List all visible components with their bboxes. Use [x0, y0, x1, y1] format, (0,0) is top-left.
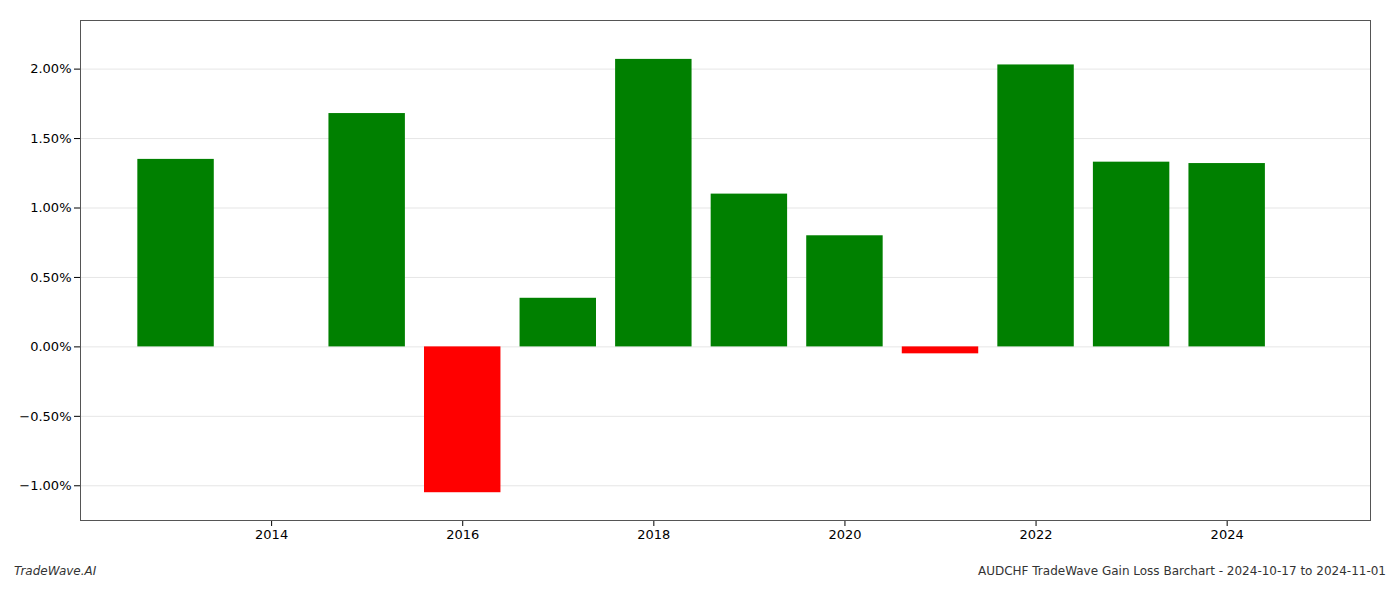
html-text:TradeWave.AI: TradeWave.AI	[14, 564, 97, 578]
svg-text:1.50%: 1.50%	[30, 131, 71, 146]
svg-text:2018: 2018	[637, 527, 670, 542]
svg-text:−1.00%: −1.00%	[19, 478, 71, 493]
html-text:AUDCHF TradeWave Gain Loss Bar: AUDCHF TradeWave Gain Loss Barchart - 20…	[977, 564, 1386, 578]
svg-text:2020: 2020	[828, 527, 861, 542]
svg-text:2022: 2022	[1020, 527, 1053, 542]
svg-text:2024: 2024	[1211, 527, 1244, 542]
svg-text:1.00%: 1.00%	[30, 200, 71, 215]
svg-text:−0.50%: −0.50%	[19, 408, 71, 423]
svg-text:0.00%: 0.00%	[30, 339, 71, 354]
svg-text:2.00%: 2.00%	[30, 61, 71, 76]
svg-text:2016: 2016	[446, 527, 479, 542]
svg-text:0.50%: 0.50%	[30, 270, 71, 285]
svg-text:2014: 2014	[255, 527, 288, 542]
